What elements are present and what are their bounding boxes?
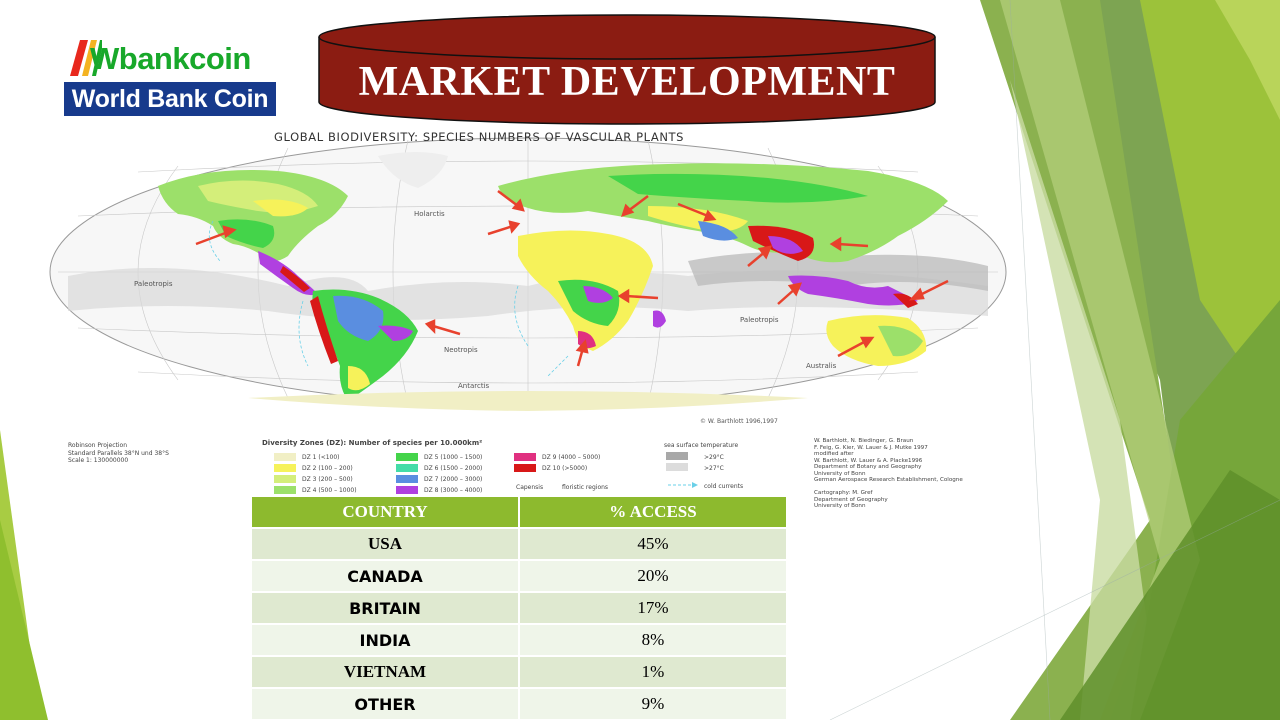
legend-swatch — [396, 486, 418, 494]
projection-line: Standard Parallels 38°N und 38°S — [68, 449, 169, 457]
source-line: W. Barthlott, W. Lauer & A. Placke1996 — [814, 457, 923, 464]
source-line: F. Feig, G. Kier, W. Lauer & J. Mutke 19… — [814, 444, 928, 451]
logo-brand-text: Wbankcoin — [90, 40, 251, 76]
legend-floristic: floristic regions — [562, 484, 609, 491]
legend-label: DZ 2 (100 – 200) — [302, 465, 353, 472]
source-line: University of Bonn — [814, 503, 866, 509]
legend-sea-temp: sea surface temperature — [664, 442, 739, 449]
source-line: German Aerospace Research Establishment,… — [814, 477, 963, 483]
map-caption: GLOBAL BIODIVERSITY: SPECIES NUMBERS OF … — [274, 130, 685, 144]
source-line: modified after — [814, 451, 854, 457]
table-row: VIETNAM 1% — [252, 655, 786, 688]
legend-swatch — [274, 486, 296, 494]
country-cell: CANADA — [252, 559, 520, 592]
logo-stripes-icon — [70, 40, 102, 76]
legend-label: DZ 1 (<100) — [302, 454, 340, 461]
legend-swatch — [396, 453, 418, 461]
table-row: INDIA 8% — [252, 623, 786, 656]
source-line: University of Bonn — [814, 470, 866, 477]
legend-swatch — [274, 475, 296, 483]
access-cell: 17% — [519, 591, 786, 624]
legend-label: DZ 6 (1500 – 2000) — [424, 465, 483, 472]
legend-capensis: Capensis — [516, 484, 544, 491]
header-country: COUNTRY — [252, 497, 520, 528]
country-access-table: COUNTRY % ACCESS USA 45% CANADA 20% BRIT… — [252, 497, 786, 719]
logo-subtitle: World Bank Coin — [64, 82, 276, 116]
legend-label: DZ 10 (>5000) — [542, 465, 588, 472]
access-cell: 1% — [519, 655, 786, 688]
label-australis: Australis — [806, 362, 837, 370]
header-access: % ACCESS — [519, 497, 786, 528]
label-holarctis: Holarctis — [414, 210, 445, 218]
legend-cold-currents: cold currents — [704, 483, 744, 490]
world-map-graphic — [49, 137, 1007, 411]
legend-swatch — [396, 475, 418, 483]
slide-title: MARKET DEVELOPMENT — [358, 59, 896, 105]
label-paleotropis-west: Paleotropis — [134, 280, 173, 288]
access-cell: 9% — [519, 687, 786, 719]
biodiversity-world-map: Holarctis Paleotropis Paleotropis Neotro… — [48, 126, 1008, 498]
legend-label: DZ 5 (1000 – 1500) — [424, 454, 483, 461]
table-row: BRITAIN 17% — [252, 591, 786, 624]
legend-swatch — [666, 452, 688, 460]
projection-info: Robinson Projection Standard Parallels 3… — [68, 442, 169, 465]
access-cell: 45% — [519, 527, 786, 560]
legend-swatch — [274, 464, 296, 472]
table-row: CANADA 20% — [252, 559, 786, 592]
source-line: W. Barthlott, N. Biedinger, G. Braun — [814, 438, 914, 444]
projection-line: Robinson Projection — [68, 442, 128, 449]
country-cell: VIETNAM — [252, 655, 520, 688]
label-neotropis: Neotropis — [444, 346, 478, 354]
source-line: Cartography: M. Gref — [814, 490, 873, 496]
legend-label: DZ 4 (500 – 1000) — [302, 487, 357, 494]
table-row: OTHER 9% — [252, 687, 786, 719]
legend-swatch — [396, 464, 418, 472]
legend-swatch — [274, 453, 296, 461]
table-row: USA 45% — [252, 527, 786, 560]
legend-label: >27°C — [704, 465, 724, 472]
access-cell: 20% — [519, 559, 786, 592]
source-line: Department of Geography — [814, 496, 888, 503]
label-antarctis: Antarctis — [458, 382, 490, 390]
legend-label: DZ 8 (3000 – 4000) — [424, 487, 483, 494]
legend-swatch — [514, 464, 536, 472]
map-credit: © W. Barthlott 1996,1997 — [700, 418, 778, 425]
legend-label: DZ 3 (200 – 500) — [302, 476, 353, 483]
table-header-row: COUNTRY % ACCESS — [252, 497, 786, 528]
country-cell: BRITAIN — [252, 591, 520, 624]
access-cell: 8% — [519, 623, 786, 656]
legend-label: DZ 7 (2000 – 3000) — [424, 476, 483, 483]
map-sources: W. Barthlott, N. Biedinger, G. Braun F. … — [814, 438, 963, 510]
legend-swatch — [666, 463, 688, 471]
legend-swatch — [514, 453, 536, 461]
country-cell: INDIA — [252, 623, 520, 656]
cold-current-icon — [668, 482, 698, 488]
source-line: Department of Botany and Geography — [814, 464, 922, 470]
legend-title: Diversity Zones (DZ): Number of species … — [262, 439, 483, 447]
projection-line: Scale 1: 130000000 — [68, 457, 129, 464]
country-cell: OTHER — [252, 687, 520, 719]
legend-label: >29°C — [704, 454, 724, 461]
label-paleotropis-east: Paleotropis — [740, 316, 779, 324]
wbankcoin-logo: Wbankcoin World Bank Coin — [62, 36, 276, 118]
legend-label: DZ 9 (4000 – 5000) — [542, 454, 601, 461]
title-cylinder-shape — [318, 14, 936, 125]
country-cell: USA — [252, 527, 520, 560]
